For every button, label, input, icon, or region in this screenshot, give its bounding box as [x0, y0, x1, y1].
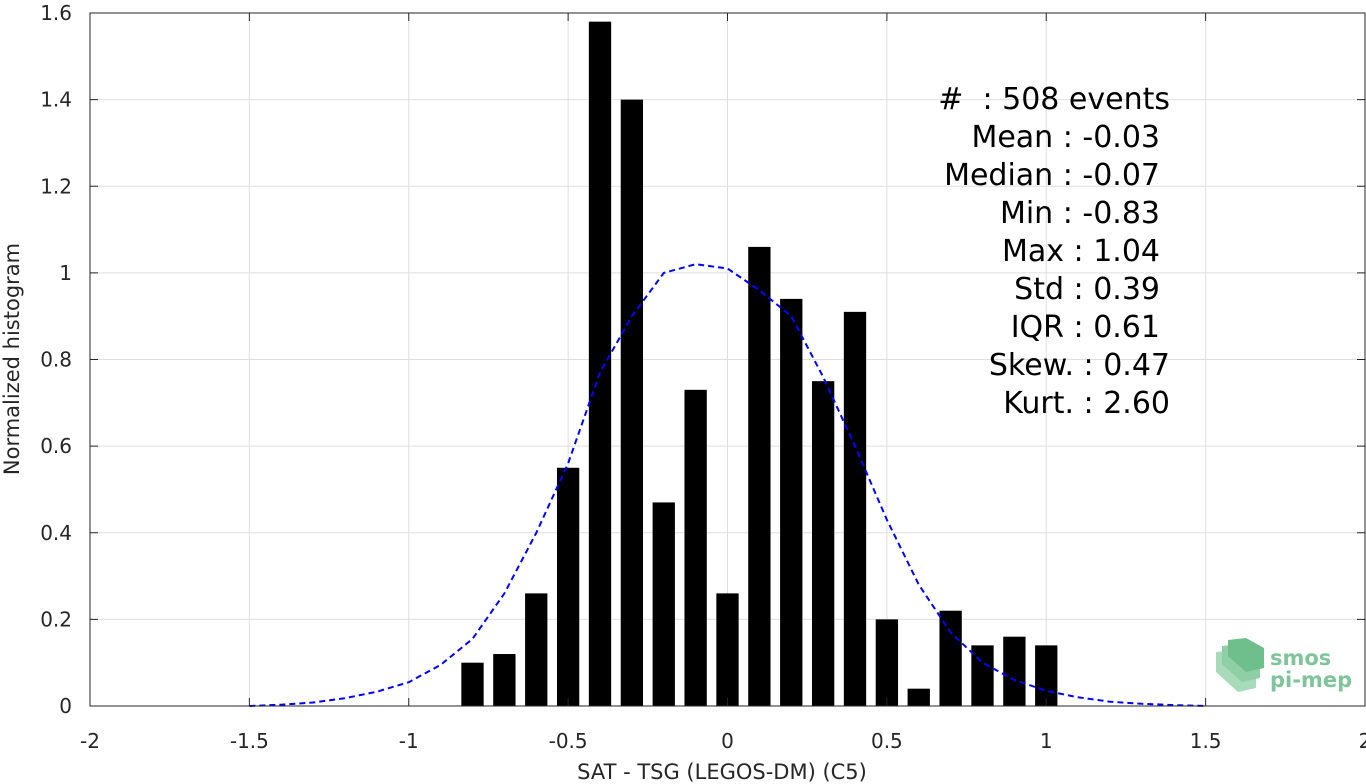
x-axis-label: SAT - TSG (LEGOS-DM) (C5): [577, 760, 867, 784]
stat-mean: Mean : -0.03: [971, 120, 1160, 155]
histogram-bar: [907, 688, 930, 706]
x-tick-label: 2: [1359, 729, 1366, 753]
y-tick-label: 0.4: [40, 521, 72, 545]
stat-iqr: IQR : 0.61: [1011, 310, 1160, 345]
x-ticks: -2 -1.5 -1 -0.5 0 0.5 1 1.5 2: [80, 13, 1366, 753]
y-tick-label: 1: [59, 261, 72, 285]
stat-max: Max : 1.04: [1002, 234, 1160, 269]
histogram-bar: [780, 298, 803, 706]
stat-kurt: Kurt. : 2.60: [1003, 386, 1170, 421]
histogram-bar: [588, 21, 612, 707]
stat-median: Median : -0.07: [944, 158, 1160, 193]
histogram-bar: [652, 502, 675, 706]
y-tick-label: 1.2: [40, 174, 72, 198]
y-tick-label: 0.6: [40, 434, 72, 458]
y-tick-label: 1.4: [40, 88, 72, 112]
histogram-bar: [843, 311, 867, 706]
x-tick-label: -2: [80, 729, 100, 753]
x-tick-label: 1: [1040, 729, 1053, 753]
histogram-bar: [939, 610, 962, 706]
histogram-bar: [620, 99, 644, 706]
histogram-bar: [748, 246, 771, 706]
y-tick-label: 1.6: [40, 1, 72, 25]
x-tick-label: 1.5: [1190, 729, 1222, 753]
smos-pimep-logo: smos pi-mep: [1216, 638, 1352, 692]
histogram-bar: [556, 467, 580, 706]
x-tick-label: -0.5: [549, 729, 588, 753]
histogram-bar: [1035, 645, 1058, 706]
stats-annotation: # : 508 events Mean : -0.03 Median : -0.…: [938, 82, 1170, 421]
histogram-bar: [1003, 636, 1026, 706]
histogram-bar: [525, 593, 548, 706]
x-tick-label: -1: [399, 729, 419, 753]
y-ticks: 0 0.2 0.4 0.6 0.8 1 1.2 1.4 1.6: [40, 1, 1365, 718]
histogram-bar: [493, 654, 516, 706]
histogram-bar: [875, 619, 899, 706]
y-tick-label: 0.8: [40, 348, 72, 372]
x-tick-label: -1.5: [230, 729, 269, 753]
stat-skew: Skew. : 0.47: [989, 348, 1170, 383]
stat-count: # : 508 events: [938, 82, 1170, 117]
x-tick-label: 0.5: [871, 729, 903, 753]
stat-std: Std : 0.39: [1014, 272, 1160, 307]
histogram-bar: [684, 389, 707, 706]
logo-layers-icon: [1216, 638, 1264, 692]
histogram-bar: [971, 645, 994, 706]
histogram-bars: [461, 21, 1058, 707]
histogram-bar: [461, 662, 484, 706]
logo-text-pimep: pi-mep: [1270, 668, 1352, 692]
stat-min: Min : -0.83: [1000, 196, 1160, 231]
fit-curve: [249, 263, 1206, 707]
y-tick-label: 0: [59, 694, 72, 718]
histogram-bar: [811, 381, 835, 706]
x-tick-label: 0: [721, 729, 734, 753]
histogram-bar: [716, 593, 739, 706]
logo-text-smos: smos: [1270, 646, 1331, 670]
y-axis-label: Normalized histogram: [0, 243, 24, 475]
y-tick-label: 0.2: [40, 607, 72, 631]
